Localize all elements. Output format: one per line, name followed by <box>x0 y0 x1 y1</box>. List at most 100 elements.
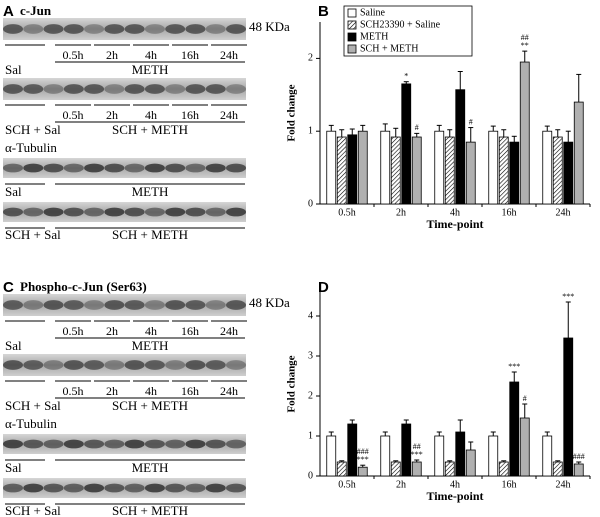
blot-band <box>226 439 246 449</box>
x-tick-label: 24h <box>556 479 571 490</box>
bar <box>509 381 520 477</box>
lane-label: 16h <box>181 48 199 62</box>
x-tick-label: 16h <box>502 207 517 218</box>
y-tick-label: 0 <box>308 470 313 481</box>
significance-label: *** <box>562 292 574 301</box>
significance-label: ## <box>413 442 421 451</box>
blot-band <box>23 163 44 173</box>
bar <box>390 136 401 205</box>
chart-title: B <box>318 3 329 20</box>
blot-band <box>124 163 145 173</box>
bar <box>563 141 574 205</box>
significance-label: ** <box>521 41 529 50</box>
bar <box>498 136 509 205</box>
group-label: Sal <box>5 460 22 475</box>
blot-band <box>205 24 226 34</box>
blot-band <box>185 207 206 217</box>
blot-band <box>185 24 206 34</box>
y-tick-label: 0 <box>308 198 313 209</box>
group-label: SCH + Sal <box>5 227 61 242</box>
blot-band <box>23 24 44 34</box>
blot-band <box>124 483 145 493</box>
blot-band <box>23 207 44 217</box>
y-tick-label: 1 <box>308 430 313 441</box>
blot-band <box>3 360 23 370</box>
lane-label: 0.5h <box>63 324 84 338</box>
significance-label: *** <box>508 362 520 371</box>
blot-band <box>144 439 165 449</box>
group-label: SCH + Sal <box>5 398 61 413</box>
blot-band <box>124 360 145 370</box>
lane-label: 4h <box>145 324 157 338</box>
legend-label: Saline <box>360 7 386 18</box>
x-tick-label: 4h <box>450 207 460 218</box>
blot-band <box>84 360 105 370</box>
blot-band <box>205 439 226 449</box>
blot-band <box>144 207 165 217</box>
significance-label: *** <box>357 455 369 464</box>
blot-band <box>43 360 64 370</box>
blot-band <box>226 84 246 94</box>
blot-band <box>104 439 125 449</box>
blot-band <box>23 84 44 94</box>
blot-band <box>144 84 165 94</box>
bar <box>542 130 553 205</box>
lane-label: 2h <box>106 324 118 338</box>
blot-band <box>165 207 186 217</box>
blot-band <box>63 163 84 173</box>
blot-band <box>205 207 226 217</box>
bar <box>411 136 422 205</box>
blot-band <box>144 163 165 173</box>
bar <box>455 89 466 205</box>
loading-label: α-Tubulin <box>5 416 57 431</box>
blot-band <box>43 483 64 493</box>
lane-label: 24h <box>220 48 238 62</box>
bar <box>401 83 412 205</box>
bar <box>357 130 368 205</box>
blot-band <box>185 84 206 94</box>
blot-band <box>226 483 246 493</box>
blot-band <box>104 163 125 173</box>
lane-label: 24h <box>220 384 238 398</box>
legend-swatch <box>347 44 357 54</box>
bar <box>357 466 368 477</box>
x-axis-label: Time-point <box>426 489 483 503</box>
blot-band <box>63 207 84 217</box>
legend-box <box>343 5 473 57</box>
bar <box>401 423 412 477</box>
blot <box>3 18 246 40</box>
blot-band <box>84 207 105 217</box>
blot-band <box>84 439 105 449</box>
blot-band <box>144 360 165 370</box>
blot-band <box>84 84 105 94</box>
size-marker: 48 KDa <box>249 295 290 310</box>
blot-band <box>165 84 186 94</box>
lane-label: 4h <box>145 108 157 122</box>
bar <box>552 461 563 477</box>
blot-band <box>3 483 23 493</box>
blot <box>3 78 246 100</box>
group-label: SCH + Sal <box>5 503 61 517</box>
group-label: Sal <box>5 338 22 353</box>
blot-band <box>23 300 44 310</box>
blot-band <box>84 163 105 173</box>
bar <box>380 435 391 477</box>
y-axis-label: Fold change <box>286 355 298 412</box>
blot-band <box>63 24 84 34</box>
significance-label: # <box>469 117 473 126</box>
group-label: SCH + METH <box>112 503 188 517</box>
blot-band <box>165 360 186 370</box>
lane-label: 4h <box>145 48 157 62</box>
blot-band <box>23 483 44 493</box>
legend-label: SCH23390 + Saline <box>360 19 441 30</box>
panel-label: A <box>3 3 14 20</box>
y-tick-label: 4 <box>308 310 313 321</box>
blot-band <box>63 300 84 310</box>
bar <box>444 461 455 477</box>
blot-band <box>205 483 226 493</box>
lane-label: 2h <box>106 384 118 398</box>
blot-band <box>165 300 186 310</box>
blot-band <box>165 163 186 173</box>
bar <box>552 136 563 205</box>
significance-label: # <box>415 123 419 132</box>
